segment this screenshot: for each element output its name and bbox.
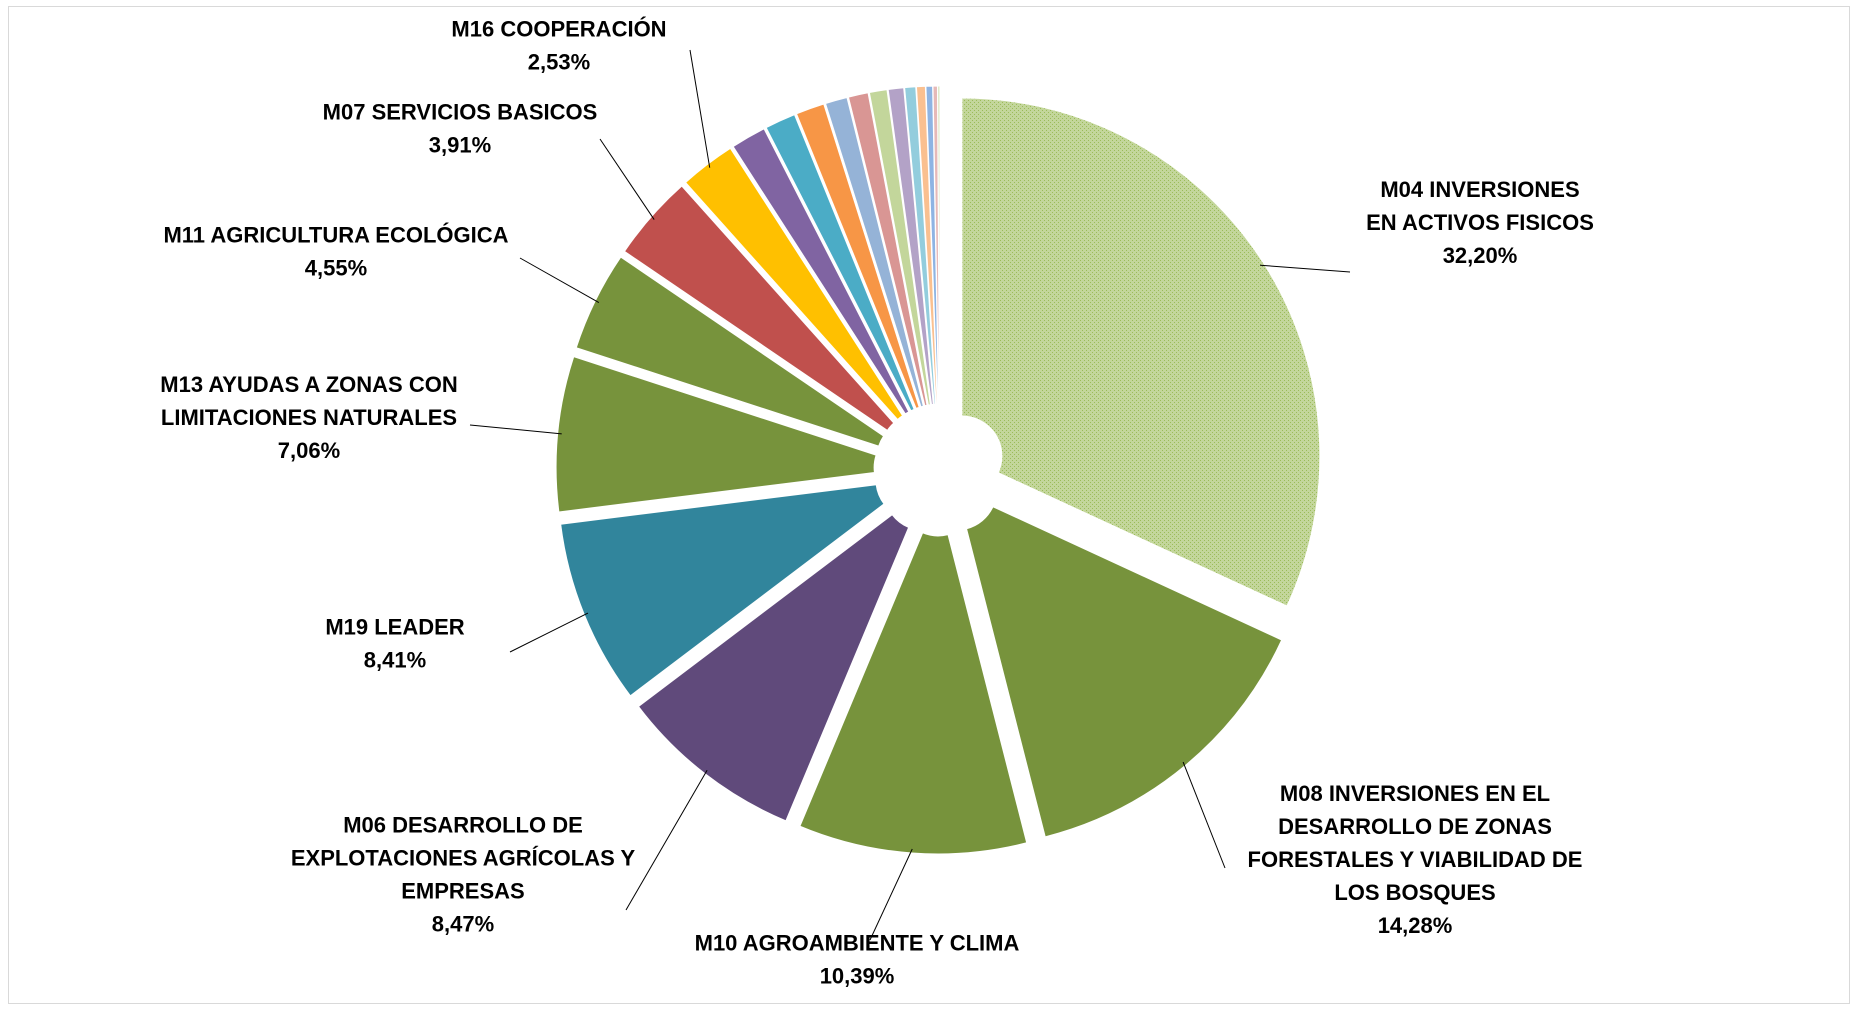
pie-slice-21	[937, 85, 941, 405]
leader-line-5	[509, 612, 589, 653]
slice-label-line: FORESTALES Y VIABILIDAD DE	[1248, 847, 1583, 872]
slice-label-6: M13 AYUDAS A ZONAS CON LIMITACIONES NATUR…	[160, 372, 457, 463]
leader-line-8	[599, 138, 655, 220]
pie-slice-2	[965, 506, 1283, 838]
pie-slice-16	[887, 87, 934, 406]
pie-slice-15	[868, 89, 931, 406]
leader-line-1	[1260, 264, 1351, 273]
slice-label-line: M07 SERVICIOS BASICOS	[323, 100, 598, 125]
pie-slice-10	[732, 128, 910, 415]
slice-label-line: LOS BOSQUES	[1334, 880, 1495, 905]
slice-value-7: 4,55%	[305, 256, 367, 281]
slice-label-9: M16 COOPERACIÓN 2,53%	[451, 17, 666, 75]
slice-label-1: M04 INVERSIONES EN ACTIVOS FISICOS 32,20%	[1366, 177, 1594, 268]
slice-label-line: EN ACTIVOS FISICOS	[1366, 210, 1594, 235]
leader-line-7	[519, 257, 600, 303]
slice-label-line: LIMITACIONES NATURALES	[161, 405, 457, 430]
slice-value-9: 2,53%	[528, 50, 590, 75]
pie-slice-14	[847, 92, 928, 407]
slice-label-line: DESARROLLO DE ZONAS	[1278, 814, 1552, 839]
slice-value-4: 8,47%	[432, 912, 494, 937]
slice-label-2: M08 INVERSIONES EN EL DESARROLLO DE ZONAS…	[1248, 781, 1583, 938]
slice-label-4: M06 DESARROLLO DE EXPLOTACIONES AGRÍCOLAS…	[291, 813, 636, 937]
pie-slice-7	[575, 256, 885, 447]
slice-label-line: EMPRESAS	[401, 879, 524, 904]
slice-label-7: M11 AGRICULTURA ECOLÓGICA 4,55%	[163, 223, 508, 281]
pie-slice-11	[765, 114, 915, 412]
slice-label-line: M11 AGRICULTURA ECOLÓGICA	[163, 223, 508, 248]
pie-slice-8	[623, 185, 895, 432]
leader-line-3	[869, 848, 913, 941]
slice-label-8: M07 SERVICIOS BASICOS 3,91%	[323, 100, 598, 158]
pie-slice-17	[904, 86, 937, 405]
slice-label-line: M10 AGROAMBIENTE Y CLIMA	[695, 931, 1020, 956]
pie-slice-6	[555, 356, 877, 513]
pie-slice-12	[795, 103, 920, 410]
leader-line-6	[469, 424, 562, 435]
slice-value-3: 10,39%	[820, 964, 895, 989]
pie-slice-18	[915, 85, 938, 405]
pie-slice-9	[684, 147, 904, 421]
slice-label-line: M04 INVERSIONES	[1380, 177, 1579, 202]
pie-slice-13	[824, 96, 924, 408]
pie-slice-3	[799, 532, 1028, 855]
pie-slice-1	[961, 97, 1321, 607]
leader-line-2	[1182, 761, 1226, 869]
slice-value-2: 14,28%	[1378, 913, 1453, 938]
slice-label-line: M06 DESARROLLO DE	[343, 813, 583, 838]
pie-slice-4	[637, 513, 910, 822]
slice-label-line: M13 AYUDAS A ZONAS CON	[160, 372, 457, 397]
leader-line-4	[625, 770, 708, 911]
slice-label-line: EXPLOTACIONES AGRÍCOLAS Y	[291, 846, 636, 871]
slice-label-line: M19 LEADER	[325, 615, 464, 640]
leader-line-9	[689, 49, 711, 168]
slice-value-1: 32,20%	[1443, 243, 1518, 268]
slice-value-8: 3,91%	[429, 133, 491, 158]
pie-slice-5	[560, 484, 885, 697]
slice-label-line: M08 INVERSIONES EN EL	[1280, 781, 1550, 806]
slice-value-5: 8,41%	[364, 648, 426, 673]
slice-label-5: M19 LEADER 8,41%	[325, 615, 464, 673]
slice-value-6: 7,06%	[278, 438, 340, 463]
slice-label-line: M16 COOPERACIÓN	[451, 17, 666, 42]
slice-label-3: M10 AGROAMBIENTE Y CLIMA 10,39%	[695, 931, 1020, 989]
